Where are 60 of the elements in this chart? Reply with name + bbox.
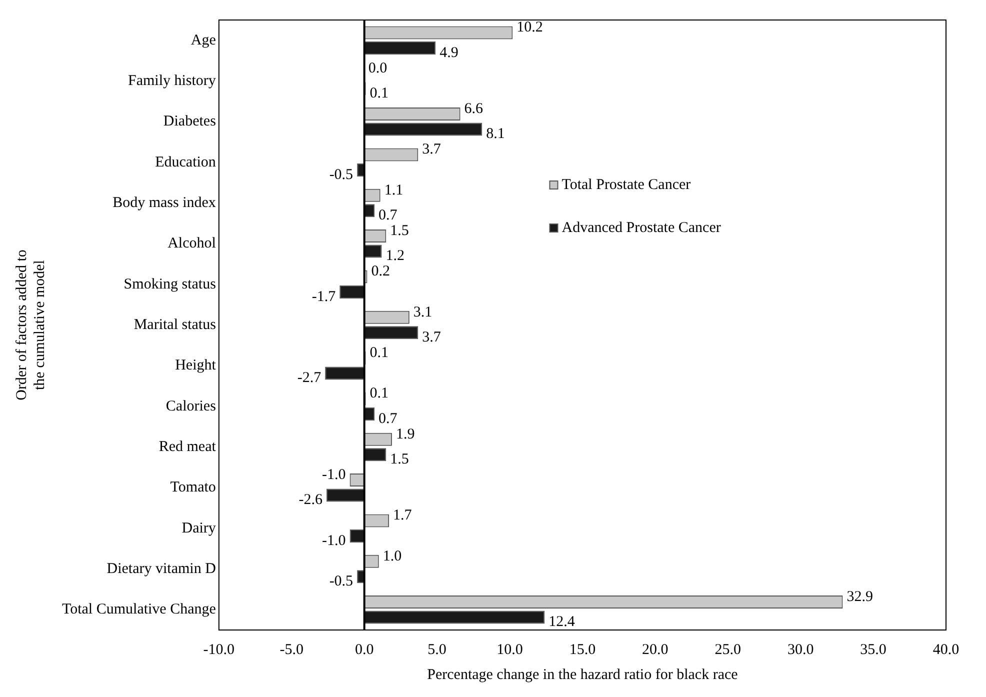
data-label: 1.5 <box>390 452 409 468</box>
x-tick-label: 0.0 <box>354 642 374 658</box>
data-label: 0.7 <box>378 208 398 224</box>
data-label: -0.5 <box>329 166 354 183</box>
data-label: -1.7 <box>312 288 336 305</box>
x-tick-label: -5.0 <box>280 642 304 658</box>
y-tick-label: Family history <box>128 72 216 89</box>
data-label: 0.2 <box>371 264 390 280</box>
x-tick-label: 35.0 <box>860 642 886 658</box>
x-tick-label: -10.0 <box>203 642 235 658</box>
y-tick-label: Smoking status <box>124 276 216 292</box>
data-label: -2.6 <box>298 492 324 508</box>
legend-label: Advanced Prostate Cancer <box>562 220 721 236</box>
data-label: 1.5 <box>390 222 409 239</box>
data-label: 1.7 <box>393 508 412 524</box>
y-tick-label: Age <box>190 32 216 48</box>
y-tick-label: Tomato <box>170 480 216 496</box>
x-tick-label: 40.0 <box>932 642 960 658</box>
y-tick-label: Alcohol <box>168 236 216 252</box>
x-tick-label: 30.0 <box>787 642 814 658</box>
data-label: 3.7 <box>422 142 442 158</box>
data-label: 1.2 <box>386 248 405 264</box>
y-tick-label: Dietary vitamin D <box>106 560 216 577</box>
data-label: 3.7 <box>422 330 442 346</box>
data-label: 0.1 <box>370 386 389 402</box>
y-tick-label: Dairy <box>182 520 216 536</box>
data-label: 6.6 <box>464 100 484 117</box>
y-tick-label: Diabetes <box>163 114 216 130</box>
x-tick-label: 10.0 <box>496 642 523 658</box>
data-label: 12.4 <box>548 614 576 630</box>
y-axis-title: Order of factors added to the cumulative model <box>14 250 48 400</box>
y-tick-label: Body mass index <box>112 194 216 211</box>
data-label: -2.7 <box>297 370 322 386</box>
y-tick-label: Total Cumulative Change <box>62 602 216 618</box>
x-tick-label: 25.0 <box>714 642 741 658</box>
data-label: 1.1 <box>384 182 404 198</box>
data-label: 1.0 <box>382 548 402 564</box>
data-label: 0.1 <box>370 344 389 361</box>
x-tick-label: 20.0 <box>642 642 668 658</box>
data-label: 0.0 <box>368 60 388 76</box>
data-label: -1.0 <box>322 466 346 483</box>
y-tick-label: Red meat <box>158 438 217 455</box>
y-tick-label: Calories <box>166 398 216 414</box>
data-label: -0.5 <box>329 574 354 590</box>
x-tick-label: 5.0 <box>428 642 446 658</box>
data-label: 8.1 <box>486 126 505 142</box>
data-label: 0.1 <box>370 86 389 102</box>
data-label: -1.0 <box>322 532 346 549</box>
data-label: 1.9 <box>396 426 415 442</box>
x-axis-title: Percentage change in the hazard ratio for black race <box>427 666 738 683</box>
y-tick-label: Marital status <box>134 316 216 333</box>
x-tick-label: 15.0 <box>569 642 596 658</box>
legend-label: Total Prostate Cancer <box>562 176 691 193</box>
y-tick-label: Height <box>175 358 217 374</box>
data-label: 3.1 <box>413 304 432 320</box>
y-tick-label: Education <box>155 154 216 170</box>
data-label: 32.9 <box>846 588 874 605</box>
data-label: 10.2 <box>516 20 543 36</box>
data-label: 0.7 <box>378 410 398 427</box>
data-label: 4.9 <box>440 44 458 61</box>
